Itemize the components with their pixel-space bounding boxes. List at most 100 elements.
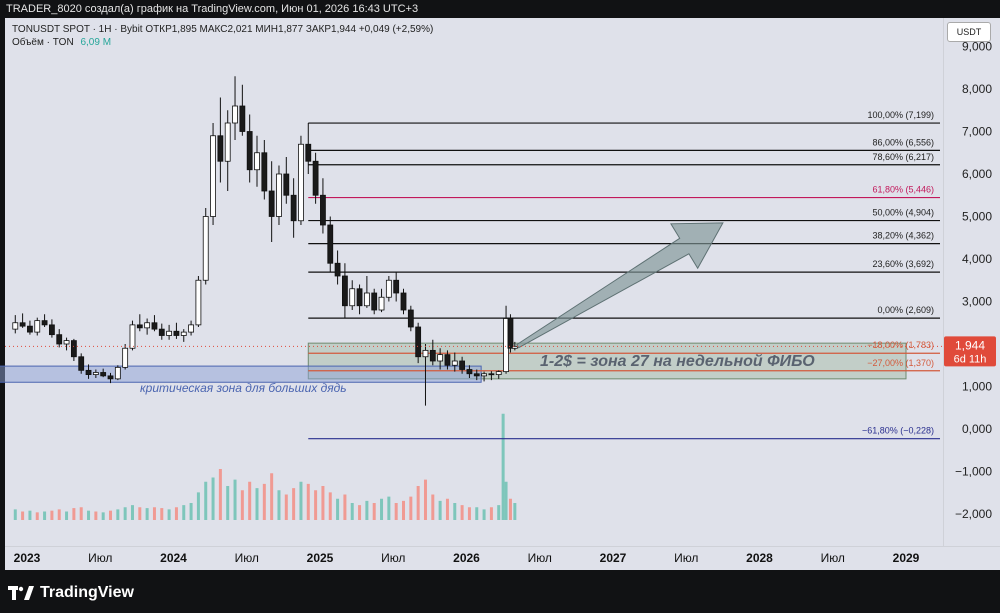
time-axis[interactable] — [5, 546, 1000, 570]
y-tick-label: −1,000 — [955, 465, 992, 479]
volume-bar — [489, 507, 493, 520]
candle-body — [144, 322, 151, 329]
volume-bar — [65, 511, 69, 520]
critical-zone-label: критическая зона для больших дядь — [140, 381, 347, 395]
volume-bar — [497, 505, 501, 520]
volume-bar — [226, 486, 230, 520]
candle-body — [41, 320, 48, 326]
volume-bar — [365, 500, 369, 520]
volume-bar — [218, 469, 222, 520]
candle-body — [437, 354, 444, 362]
candle-body — [415, 326, 422, 358]
candle-body — [195, 279, 202, 326]
y-tick-label: 7,000 — [962, 125, 992, 139]
candle-body — [100, 372, 107, 377]
fib-level-label: −61,80% (−0,228) — [862, 426, 934, 436]
candle-body — [393, 279, 400, 294]
x-tick-label: Июл — [821, 551, 845, 565]
fib-level-label: −18,00% (1,783) — [867, 340, 934, 350]
volume-bar — [380, 498, 384, 520]
fib-level-label: 61,80% (5,446) — [872, 185, 934, 195]
volume-bar — [321, 486, 325, 520]
candle-body — [422, 349, 429, 358]
candle-body — [451, 360, 458, 366]
volume-bar — [508, 498, 512, 520]
volume-bar — [445, 498, 449, 520]
volume-bar — [438, 500, 442, 520]
candle-body — [85, 369, 92, 376]
volume-bar — [314, 490, 318, 520]
volume-bar — [402, 500, 406, 520]
brand-name: TradingView — [40, 584, 134, 601]
symbol-info: TONUSDT SPOT · 1H · Bybit ОТКР1,895 МАКС… — [12, 24, 434, 35]
volume-bar — [145, 508, 149, 520]
candle-body — [122, 347, 129, 368]
y-tick-label: −2,000 — [955, 507, 992, 521]
volume-bar — [130, 505, 134, 520]
volume-bar — [43, 511, 47, 520]
price-tag-value: 1,944 — [955, 338, 985, 352]
candle-body — [27, 325, 33, 333]
fib-level-label: 50,00% (4,904) — [872, 208, 934, 218]
candle-body — [268, 190, 275, 217]
candle-body — [444, 354, 451, 366]
candle-body — [334, 262, 341, 277]
tradingview-logo-icon — [8, 585, 34, 601]
x-tick-label: 2029 — [893, 551, 920, 565]
candle-body — [290, 194, 297, 222]
volume-bar — [13, 509, 17, 520]
candle-body — [239, 105, 246, 132]
volume-bar — [196, 492, 200, 520]
volume-bar — [284, 494, 288, 520]
price-axis[interactable] — [943, 18, 1000, 546]
volume-bar — [350, 503, 354, 520]
volume-bar — [299, 481, 303, 520]
candle-body — [312, 160, 319, 196]
volume-bar — [79, 507, 83, 520]
volume-bar — [416, 486, 420, 520]
candle-body — [56, 334, 63, 345]
volume-bar — [87, 510, 91, 520]
candle-body — [459, 360, 466, 370]
volume-bar — [182, 505, 186, 520]
candle-body — [210, 135, 216, 217]
candle-body — [400, 292, 407, 311]
candle-body — [407, 309, 414, 328]
candle-body — [151, 322, 158, 330]
chart-panel[interactable] — [5, 18, 943, 546]
volume-bar — [138, 507, 142, 520]
candle-body — [385, 279, 392, 298]
y-tick-label: 1,000 — [962, 380, 992, 394]
candle-body — [49, 324, 55, 336]
candle-body — [371, 292, 378, 311]
volume-bar — [248, 481, 252, 520]
x-tick-label: Июл — [88, 551, 112, 565]
y-tick-label: 0,000 — [962, 422, 992, 436]
y-tick-label: 3,000 — [962, 295, 992, 309]
x-tick-label: Июл — [235, 551, 259, 565]
candle-body — [34, 320, 41, 333]
volume-bar — [240, 490, 244, 520]
volume-bar — [189, 503, 193, 520]
volume-bar — [431, 494, 435, 520]
y-tick-label: 4,000 — [962, 252, 992, 266]
candle-body — [261, 152, 268, 192]
volume-bar — [270, 473, 274, 520]
candle-body — [173, 330, 180, 336]
candle-body — [70, 340, 77, 358]
y-tick-label: 6,000 — [962, 167, 992, 181]
volume-bar — [475, 507, 479, 520]
candle-body — [466, 369, 473, 375]
volume-bar — [255, 488, 259, 520]
candle-body — [12, 322, 19, 330]
volume-bar — [467, 507, 471, 520]
candle-body — [327, 224, 334, 264]
candle-body — [188, 324, 194, 333]
x-tick-label: 2023 — [14, 551, 41, 565]
price-tag — [944, 336, 996, 367]
fib-level-label: 23,60% (3,692) — [872, 259, 934, 269]
volume-bar — [504, 481, 508, 520]
currency-button[interactable]: USDT — [947, 22, 991, 42]
candle-body — [92, 372, 99, 376]
